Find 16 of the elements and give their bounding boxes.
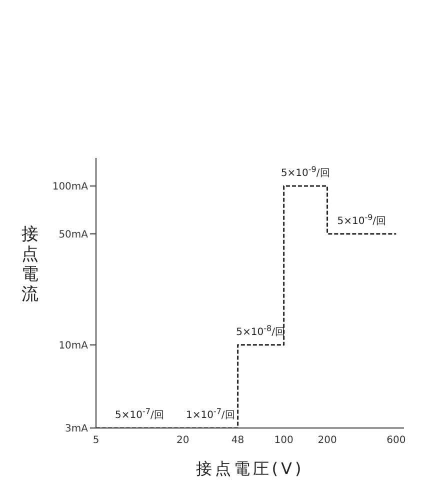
x-tick-label: 48 <box>231 435 244 446</box>
y-tick-label: 3mA <box>65 424 88 435</box>
y-tick-label: 50mA <box>58 229 88 240</box>
annotation: 5×10$^{-7}$/回 <box>115 406 164 421</box>
x-tick-label: 200 <box>318 435 337 446</box>
annotation: 1×10$^{-7}$/回 <box>186 406 235 421</box>
x-tick-label: 5 <box>92 435 100 446</box>
y-tick-label: 100mA <box>52 182 88 193</box>
annotation: 5×10$^{-9}$/回 <box>280 164 330 179</box>
x-tick-label: 100 <box>274 435 294 446</box>
y-axis-title: 接点電流 <box>22 224 38 304</box>
annotation: 5×10$^{-9}$/回 <box>337 212 386 227</box>
x-tick-label: 20 <box>176 435 190 446</box>
y-tick-label: 10mA <box>58 340 88 352</box>
x-axis-title: 接点電圧(V) <box>196 459 304 478</box>
x-tick-label: 600 <box>386 435 406 446</box>
